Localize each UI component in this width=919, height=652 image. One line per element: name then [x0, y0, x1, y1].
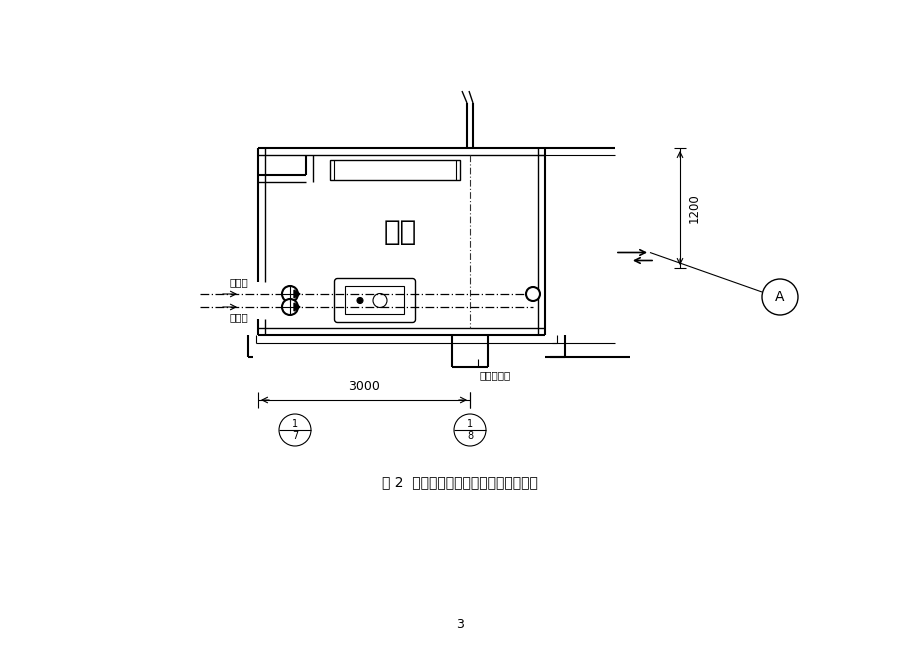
Text: 厨房: 厨房	[383, 218, 416, 246]
Circle shape	[357, 297, 363, 303]
Text: 热水管: 热水管	[230, 277, 248, 287]
Circle shape	[282, 286, 298, 302]
Text: 8: 8	[467, 431, 472, 441]
Circle shape	[282, 299, 298, 315]
Bar	[330, 160, 460, 180]
Text: 厨房排水管: 厨房排水管	[480, 370, 511, 380]
Text: 1: 1	[467, 419, 472, 429]
Circle shape	[526, 287, 539, 301]
Text: 1: 1	[291, 419, 298, 429]
Text: 图 2  厨房给水、热水、排水工程平面图: 图 2 厨房给水、热水、排水工程平面图	[381, 475, 538, 489]
Text: 3: 3	[456, 617, 463, 630]
Text: A: A	[775, 290, 784, 304]
Text: 1200: 1200	[686, 193, 699, 223]
Text: 7: 7	[291, 431, 298, 441]
Polygon shape	[294, 303, 300, 311]
Text: 3000: 3000	[347, 381, 380, 394]
Bar	[346, 286, 404, 314]
Text: 供水管: 供水管	[230, 312, 248, 322]
Polygon shape	[294, 290, 300, 298]
